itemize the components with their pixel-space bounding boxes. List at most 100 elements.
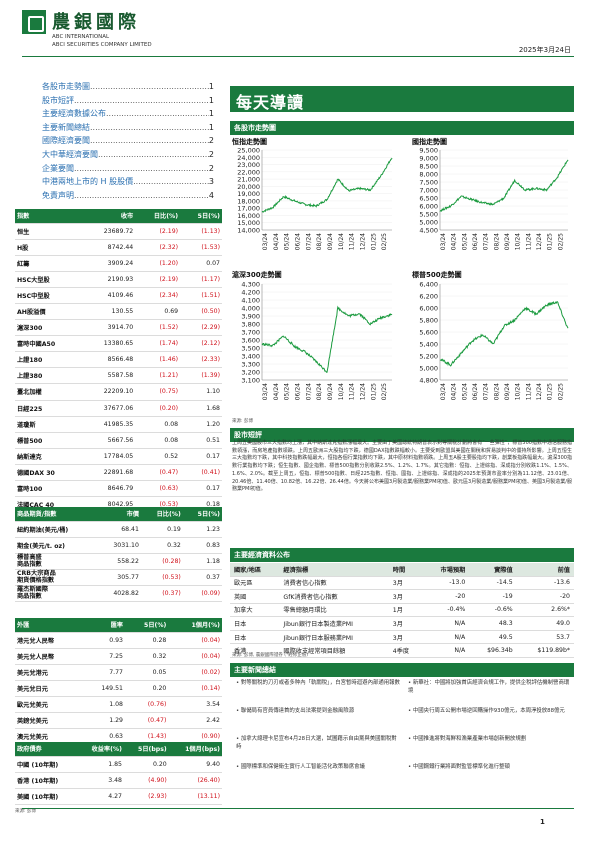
header-divider — [22, 56, 574, 57]
commodity-table: 商品期貨/指數 市價 日比(%) 5日(%) 紐約期油(美元/桶) 68.41 0.19 1.… — [15, 507, 222, 602]
column-header: 收益率(%) — [76, 742, 124, 757]
cell-value: (0.37) — [140, 585, 183, 602]
y-tick-label: 14,000 — [237, 227, 260, 235]
y-tick-label: 5,400 — [419, 341, 438, 349]
cell-value: (2.33) — [180, 351, 222, 369]
cell-value: Jibun銀行日本服務業PMI — [279, 630, 389, 645]
toc-item[interactable]: 企業要聞2 — [42, 162, 214, 176]
y-tick-label: 6,000 — [419, 203, 438, 211]
column-header: 外匯 — [15, 618, 83, 633]
cell-value: 41985.35 — [81, 416, 136, 433]
row-label: 港元兌人民幣 — [15, 632, 83, 649]
y-tick-label: 8,500 — [419, 163, 438, 171]
cell-value: Jibun銀行日本製造業PMI — [279, 616, 389, 631]
toc-item[interactable]: 主要新聞總結1 — [42, 121, 214, 135]
column-header: 商品期貨/指數 — [15, 507, 97, 522]
cell-value: N/A — [423, 630, 470, 645]
toc-item[interactable]: 大中華經濟要聞2 — [42, 148, 214, 162]
x-tick-label: 02/25 — [381, 383, 388, 400]
cell-value: 3月 — [388, 576, 424, 591]
column-header: 經濟指標 — [279, 563, 389, 577]
column-header: 市場預期 — [423, 563, 470, 577]
chart-title-csi300: 滬深300走勢圖 — [232, 271, 282, 279]
table-row: 富時中國A50 13380.65 (1.74) (2.12) — [15, 335, 222, 353]
table-row: 英鎊兌美元 1.29 (0.47) 2.42 — [15, 712, 222, 730]
cell-value: (2.12) — [180, 335, 222, 353]
table-row: 恒生 23689.72 (2.19) (1.13) — [15, 223, 222, 240]
x-tick-label: 04/24 — [451, 233, 458, 250]
abci-logo-icon — [22, 10, 46, 34]
cell-value: (1.21) — [135, 367, 181, 385]
y-tick-label: 21,000 — [237, 176, 260, 184]
cell-value: 22891.68 — [81, 464, 136, 482]
toc-item[interactable]: 股市短評1 — [42, 94, 214, 108]
cell-value: 305.77 — [97, 569, 141, 586]
y-tick-label: 4,000 — [241, 305, 260, 313]
row-label: 道瓊斯 — [15, 416, 82, 433]
cell-value: 4.27 — [76, 788, 124, 805]
cell-value: 8566.48 — [81, 351, 136, 369]
row-label: 日經225 — [15, 400, 82, 417]
cell-value: (0.04) — [168, 648, 222, 665]
x-tick-label: 10/24 — [515, 383, 522, 400]
x-tick-label: 12/24 — [536, 383, 543, 400]
row-label: 德國DAX 30 — [15, 464, 82, 482]
cell-value: 22209.10 — [81, 383, 136, 401]
y-tick-label: 5,600 — [419, 329, 438, 337]
econ-source: 來源: 彭博, 農銀國際證券 (*經修正值) — [232, 653, 308, 658]
cell-value: -0.6% — [469, 603, 517, 618]
cell-value: 0.52 — [135, 448, 181, 465]
news-item[interactable]: • 新華社：中國將加強首店經濟合規工作，提供企稅評估機制營商環境 — [408, 680, 570, 694]
cell-value: (0.28) — [140, 553, 183, 570]
toc-item[interactable]: 免責声明4 — [42, 189, 214, 203]
cell-value: (1.53) — [180, 239, 222, 256]
toc-item[interactable]: 中港兩地上市的 H 股股價3 — [42, 175, 214, 189]
x-tick-label: 03/24 — [262, 233, 269, 250]
x-tick-label: 08/24 — [493, 233, 500, 250]
cell-value: (0.75) — [135, 383, 181, 401]
news-item[interactable]: • 加拿大總理卡尼宣布4月28日大選，試圖藉示自由黨與美國關稅對峙 — [236, 736, 397, 750]
page-number: 1 — [540, 818, 545, 826]
news-item[interactable]: • 中國鋼鐵行業將面對監管標準化進行整頓 — [408, 764, 510, 770]
row-label: 滬深300 — [15, 319, 82, 337]
y-tick-label: 4,300 — [241, 281, 260, 289]
row-label: 期金(美元/t. oz) — [15, 537, 97, 554]
x-tick-label: 04/24 — [273, 233, 280, 250]
y-tick-label: 4,500 — [419, 227, 438, 235]
column-header: 5日(%) — [180, 209, 222, 224]
y-tick-label: 6,000 — [419, 305, 438, 313]
row-label: 富時100 — [15, 480, 82, 498]
x-tick-label: 11/24 — [525, 233, 532, 250]
column-header: 時間 — [388, 563, 424, 577]
x-tick-label: 05/24 — [461, 383, 468, 400]
cell-value: 53.7 — [516, 630, 574, 645]
market-commentary: 上周五美國股市三大指數均上漲，其中納斯達克指數漲幅最大。主要由于美國總統特朗普表… — [232, 440, 572, 493]
news-item[interactable]: • 聯儲局有官員傳達首的支出法案提到金融風險源 — [236, 708, 355, 714]
logo-chinese: 農銀國際 — [52, 12, 140, 33]
table-row: 羅杰斯國際 商品指數 4028.82 (0.37) (0.09) — [15, 585, 222, 602]
news-item[interactable]: • 中國推進將對海鮮和漁業產業市場創新開放規劃 — [408, 736, 527, 742]
cell-value: (0.20) — [135, 400, 181, 417]
cell-value: -20 — [423, 589, 470, 604]
y-tick-label: 4,800 — [419, 377, 438, 385]
row-label: 香港 (10年期) — [15, 772, 77, 789]
cell-value: (0.09) — [182, 585, 222, 602]
toc-item[interactable]: 各股市走勢圖1 — [42, 80, 214, 94]
cell-value: 0.17 — [180, 448, 222, 465]
cell-value: 48.3 — [469, 616, 517, 631]
news-item[interactable]: • 中國央行周五公開市場逆回購操作930億元，本周淨投放88億元 — [408, 708, 565, 714]
fx-table: 外匯 匯率 5日(%) 1個月(%) 港元兌人民幣 0.93 0.28 (0.04) 美元兌人民… — [15, 618, 222, 746]
table-row: 德國DAX 30 22891.68 (0.47) (0.41) — [15, 464, 222, 482]
y-tick-label: 23,000 — [237, 161, 260, 169]
x-tick-label: 08/24 — [316, 233, 323, 250]
table-row: 香港 國際收支經常項目餘額 4季度 N/A $96.34b $119.89b* — [230, 643, 574, 659]
news-item[interactable]: • 國際標準和保健衛生實行人工智能活化政策聯席會議 — [236, 764, 365, 770]
table-row: 滬深300 3914.70 (1.52) (2.29) — [15, 319, 222, 337]
news-item[interactable]: • 對等關稅的刀刃或者多种內「軌關稅」，白宮暫時迴避內部通用報數 — [236, 680, 400, 686]
logo-english-1: ABC INTERNATIONAL — [52, 34, 110, 40]
chart-title-hscei: 國指走勢圖 — [412, 138, 447, 146]
toc-item[interactable]: 主要經濟數據公布1 — [42, 107, 214, 121]
x-tick-label: 02/25 — [381, 233, 388, 250]
cell-value: (0.14) — [168, 680, 222, 697]
toc-item[interactable]: 國際經濟要聞2 — [42, 134, 214, 148]
